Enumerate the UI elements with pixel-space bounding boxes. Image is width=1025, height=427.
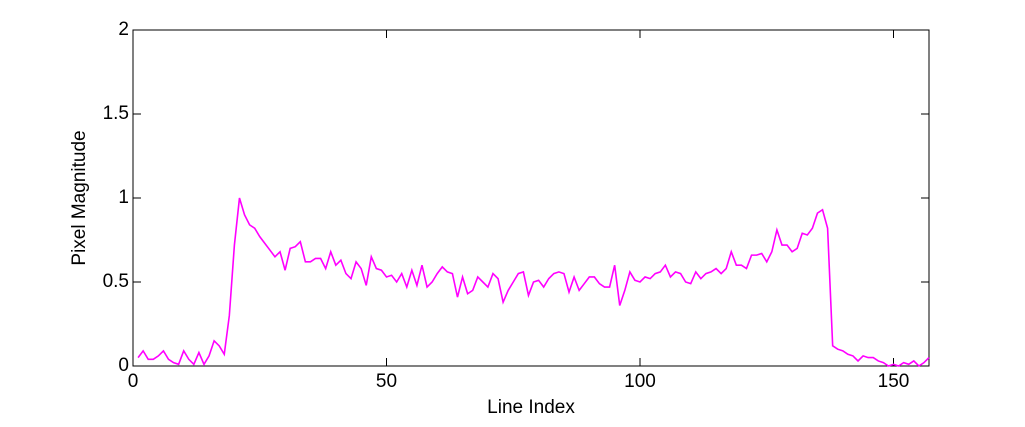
y-tick-label: 0.5 bbox=[103, 271, 129, 292]
y-tick-label: 0 bbox=[118, 355, 129, 376]
plot-frame bbox=[132, 29, 930, 367]
y-tick-label: 2 bbox=[118, 19, 129, 40]
y-tick-label: 1.5 bbox=[103, 103, 129, 124]
x-tick-label: 50 bbox=[376, 371, 397, 392]
x-axis-label: Line Index bbox=[487, 397, 575, 418]
x-tick-label: 150 bbox=[878, 371, 910, 392]
x-tick-label: 0 bbox=[128, 371, 139, 392]
data-line bbox=[137, 197, 930, 368]
y-tick-label: 1 bbox=[118, 187, 129, 208]
x-tick-label: 100 bbox=[624, 371, 656, 392]
y-axis-label: Pixel Magnitude bbox=[69, 130, 90, 265]
